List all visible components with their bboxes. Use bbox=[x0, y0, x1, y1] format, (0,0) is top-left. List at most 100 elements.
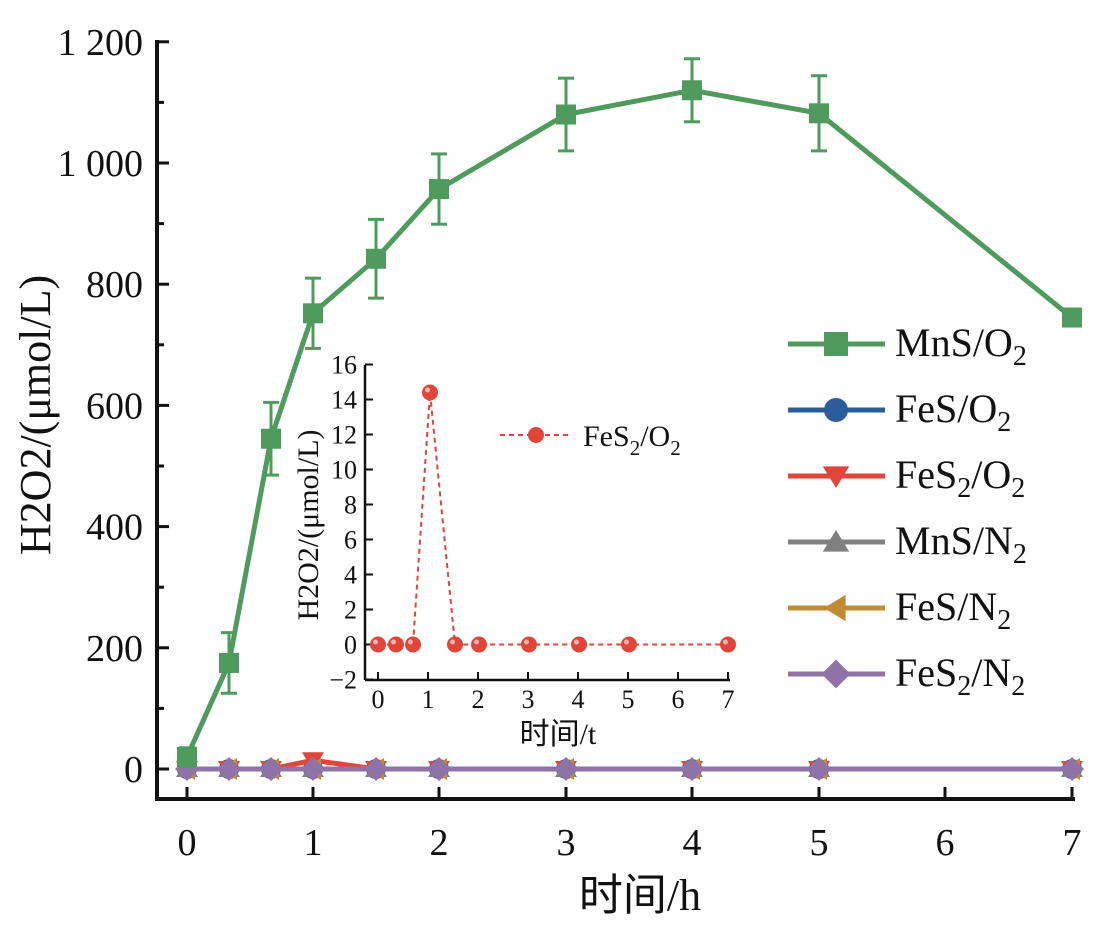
data-point bbox=[301, 757, 325, 781]
inset-y-tick-label: 14 bbox=[331, 386, 357, 415]
data-point bbox=[217, 757, 241, 781]
inset-data-point bbox=[621, 636, 637, 653]
inset-y-tick-label: 0 bbox=[344, 631, 357, 660]
legend-label: MnS/O2 bbox=[895, 320, 1027, 372]
inset-x-tick-label: 6 bbox=[672, 685, 685, 714]
inset-y-tick-label: 12 bbox=[331, 421, 357, 450]
inset-x-tick-label: 5 bbox=[622, 685, 635, 714]
x-tick-label: 7 bbox=[1063, 822, 1082, 864]
x-tick-label: 1 bbox=[304, 822, 323, 864]
legend: MnS/O2 FeS/O2 FeS2/O2 MnS/N2 FeS/N2 FeS2/N2 bbox=[788, 320, 1027, 702]
inset-x-tick-label: 7 bbox=[722, 685, 735, 714]
inset-data-point bbox=[720, 636, 736, 653]
data-point bbox=[682, 80, 702, 101]
y-tick-label: 0 bbox=[124, 749, 143, 791]
legend-label: MnS/N2 bbox=[895, 518, 1027, 570]
data-point bbox=[261, 428, 281, 449]
data-point bbox=[807, 757, 831, 781]
inset-data-point bbox=[370, 636, 386, 653]
y-tick-label: 200 bbox=[86, 628, 143, 670]
legend-marker bbox=[824, 398, 848, 422]
data-point bbox=[364, 757, 388, 781]
data-point bbox=[427, 757, 451, 781]
inset-x-tick-label: 1 bbox=[422, 685, 435, 714]
inset-legend-label: FeS2/O2 bbox=[583, 420, 681, 460]
legend-marker bbox=[824, 594, 846, 622]
inset-y-tick-label: 4 bbox=[344, 561, 357, 590]
x-tick-label: 5 bbox=[810, 822, 829, 864]
x-axis-title: 时间/h bbox=[579, 871, 701, 920]
inset-x-tick-label: 2 bbox=[472, 685, 485, 714]
data-point bbox=[259, 757, 283, 781]
inset-y-axis-title: H2O2/(μmol/L) bbox=[292, 429, 325, 620]
legend-marker bbox=[822, 466, 850, 488]
data-point bbox=[177, 746, 197, 767]
x-tick-label: 2 bbox=[430, 822, 449, 864]
inset-y-tick-label: 6 bbox=[344, 526, 357, 555]
inset-point-highlight bbox=[391, 639, 396, 645]
data-point bbox=[219, 652, 239, 673]
inset-y-tick-label: 16 bbox=[331, 351, 357, 380]
inset-y-tick-label: −2 bbox=[329, 666, 357, 695]
inset-x-tick-label: 0 bbox=[372, 685, 385, 714]
inset-background bbox=[355, 355, 740, 695]
data-point bbox=[1062, 307, 1082, 328]
inset-point-highlight bbox=[624, 639, 629, 645]
inset-data-point bbox=[521, 636, 537, 653]
inset-data-point bbox=[571, 636, 587, 653]
legend-label: FeS2/N2 bbox=[895, 650, 1025, 702]
data-point bbox=[556, 104, 576, 125]
inset-point-highlight bbox=[524, 639, 529, 645]
legend-label: FeS/O2 bbox=[895, 386, 1011, 438]
legend-label: FeS/N2 bbox=[895, 584, 1011, 636]
x-tick-label: 3 bbox=[557, 822, 576, 864]
x-tick-label: 6 bbox=[936, 822, 955, 864]
series-MnS/O2 bbox=[177, 57, 1082, 768]
series-FeS2/N2 bbox=[175, 757, 1084, 781]
y-tick-label: 600 bbox=[86, 385, 143, 427]
series-line bbox=[184, 87, 1074, 758]
legend-marker bbox=[821, 659, 851, 689]
y-tick-label: 1 200 bbox=[58, 22, 144, 64]
inset-legend-marker bbox=[528, 427, 544, 443]
inset-point-highlight bbox=[574, 639, 579, 645]
inset-data-point bbox=[471, 636, 487, 653]
inset-y-tick-label: 10 bbox=[331, 456, 357, 485]
data-point bbox=[1060, 757, 1084, 781]
inset-x-tick-label: 3 bbox=[522, 685, 535, 714]
y-tick-label: 1 000 bbox=[58, 143, 144, 185]
inset-point-highlight bbox=[408, 639, 413, 645]
inset-point-highlight bbox=[425, 387, 430, 393]
inset-x-tick-label: 4 bbox=[572, 685, 585, 714]
legend-label: FeS2/O2 bbox=[895, 452, 1025, 504]
inset-point-highlight bbox=[723, 639, 728, 645]
inset-point-highlight bbox=[474, 639, 479, 645]
inset-series-line bbox=[378, 392, 728, 646]
inset-point-highlight bbox=[450, 639, 455, 645]
legend-marker bbox=[824, 332, 848, 356]
inset-data-point bbox=[388, 636, 404, 653]
data-point bbox=[554, 757, 578, 781]
y-tick-label: 800 bbox=[86, 264, 143, 306]
inset-point-highlight bbox=[373, 639, 378, 645]
inset-data-point bbox=[422, 384, 438, 401]
data-point bbox=[303, 303, 323, 324]
y-tick-label: 400 bbox=[86, 507, 143, 549]
data-point bbox=[680, 757, 704, 781]
data-point bbox=[366, 248, 386, 269]
data-point bbox=[809, 103, 829, 124]
inset-y-tick-label: 2 bbox=[344, 596, 357, 625]
inset-data-point bbox=[405, 636, 421, 653]
inset-data-point bbox=[447, 636, 463, 653]
inset-x-axis-title: 时间/t bbox=[520, 718, 597, 751]
inset-y-tick-label: 8 bbox=[344, 491, 357, 520]
x-tick-label: 4 bbox=[683, 822, 702, 864]
legend-marker bbox=[822, 530, 850, 552]
y-axis-title: H2O2/(μmol/L) bbox=[11, 275, 60, 555]
data-point bbox=[429, 179, 449, 200]
inset-series bbox=[370, 384, 736, 653]
x-tick-label: 0 bbox=[178, 822, 197, 864]
